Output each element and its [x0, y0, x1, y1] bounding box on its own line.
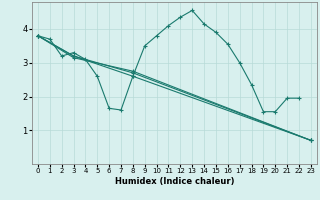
X-axis label: Humidex (Indice chaleur): Humidex (Indice chaleur) — [115, 177, 234, 186]
